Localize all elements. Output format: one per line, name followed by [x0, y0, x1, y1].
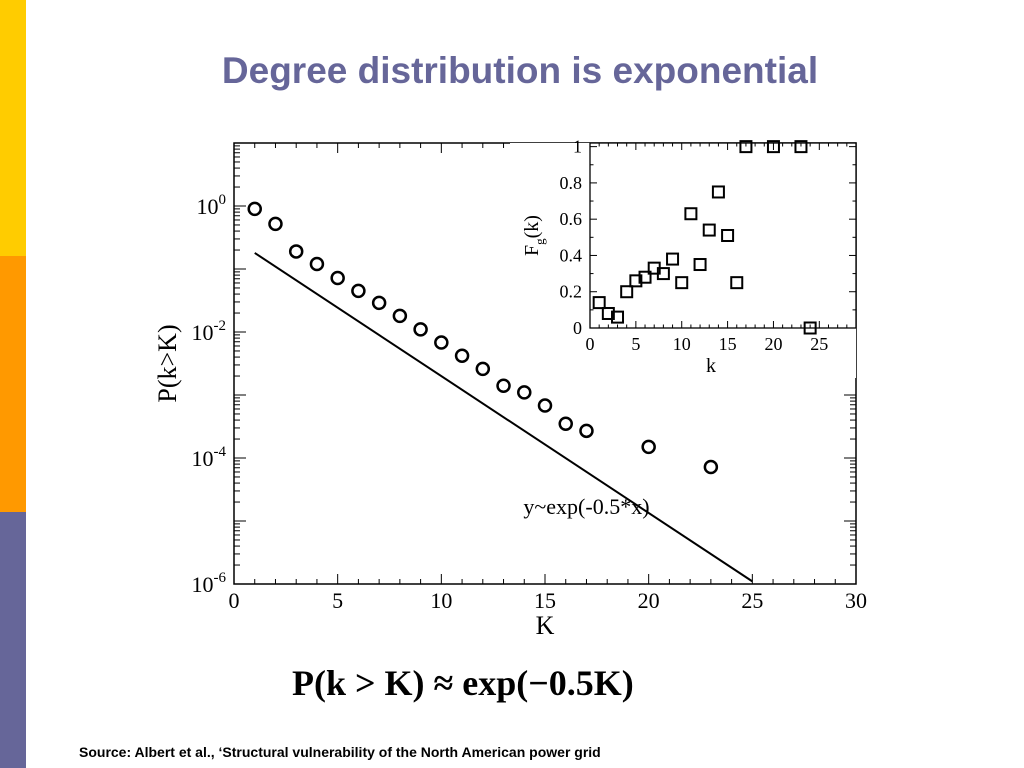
- main-data-point: [475, 361, 491, 377]
- source-citation: Source: Albert et al., ‘Structural vulne…: [79, 744, 601, 760]
- inset-data-point: [611, 310, 625, 324]
- inset-x-tick-label: 0: [586, 334, 595, 354]
- inset-data-point: [739, 140, 753, 154]
- accent-bar-yellow: [0, 0, 26, 256]
- main-y-tick-label: 100: [197, 192, 227, 219]
- inset-data-point: [656, 267, 670, 281]
- main-data-point: [537, 398, 553, 413]
- main-data-point: [330, 270, 345, 286]
- inset-x-tick-label: 20: [764, 334, 782, 354]
- main-data-point: [641, 439, 656, 455]
- inset-data-point: [730, 276, 744, 290]
- main-data-point: [434, 335, 449, 350]
- inset-data-point: [721, 229, 735, 242]
- main-data-point: [392, 308, 408, 324]
- main-fit-line: [254, 252, 753, 583]
- inset-y-tick-label: 0.6: [560, 209, 583, 229]
- main-data-point: [517, 385, 532, 400]
- inset-chart: 0 5 10 15 20 25 0 0.2 0.4 0.6 0.8 1 k Fg(k): [510, 137, 857, 378]
- main-data-point: [454, 348, 470, 363]
- formula: P(k > K) ≈ exp(−0.5K): [292, 663, 634, 703]
- main-data-point: [247, 201, 262, 217]
- main-x-tick-label: 5: [332, 588, 343, 613]
- slide-title: Degree distribution is exponential: [221, 50, 819, 91]
- inset-data-point: [592, 296, 606, 310]
- degree-distribution-figure: 0 5 10 15 20 25 3010010-210-410-6KP(k>K)y~exp(…: [153, 137, 867, 640]
- inset-data-point: [794, 140, 808, 154]
- main-x-tick-label: 10: [430, 588, 452, 613]
- inset-background: [510, 143, 856, 378]
- inset-data-point: [601, 306, 615, 320]
- inset-x-tick-label: 5: [631, 334, 640, 354]
- accent-bar-orange: [0, 256, 26, 512]
- main-data-point: [579, 423, 594, 439]
- inset-data-point: [711, 185, 725, 199]
- inset-x-tick-label: 10: [673, 334, 691, 354]
- main-y-axis-title: P(k>K): [153, 324, 182, 402]
- inset-data-point: [702, 223, 716, 237]
- inset-data-point: [693, 258, 707, 272]
- inset-y-tick-label: 1: [573, 137, 582, 157]
- inset-y-tick-label: 0.4: [560, 245, 583, 265]
- inset-x-axis-title: k: [706, 355, 716, 377]
- main-x-tick-label: 30: [845, 588, 867, 613]
- inset-data-point: [803, 321, 817, 335]
- inset-data-point: [620, 285, 634, 299]
- main-data-point: [558, 416, 573, 431]
- inset-data-point: [766, 140, 780, 154]
- inset-y-tick-label: 0.8: [560, 173, 583, 193]
- inset-y-axis-title: Fg(k): [521, 215, 547, 256]
- main-y-tick-label: 10-2: [192, 318, 227, 345]
- main-data-point: [309, 256, 325, 272]
- main-y-tick-label: 10-4: [192, 444, 227, 471]
- inset-data-point: [684, 207, 698, 221]
- inset-data-point: [666, 252, 680, 266]
- main-annotation: y~exp(-0.5*x): [523, 494, 649, 519]
- main-data-point: [496, 378, 511, 394]
- main-x-tick-label: 25: [741, 588, 763, 613]
- inset-y-tick-label: 0: [573, 318, 582, 338]
- main-x-tick-label: 15: [534, 588, 556, 613]
- main-y-tick-label: 10-6: [192, 570, 227, 597]
- inset-data-point: [629, 274, 643, 288]
- main-x-axis-title: K: [536, 611, 555, 640]
- main-data-point: [351, 283, 366, 299]
- inset-data-point: [638, 270, 652, 284]
- inset-plot-frame: [589, 142, 857, 329]
- main-x-tick-label: 0: [229, 588, 240, 613]
- main-data-point: [413, 322, 428, 337]
- inset-data-point: [675, 276, 689, 290]
- inset-y-tick-label: 0.2: [560, 282, 583, 302]
- inset-x-tick-label: 15: [719, 334, 737, 354]
- inset-x-tick-label: 25: [810, 334, 828, 354]
- main-data-point: [703, 459, 719, 475]
- accent-bar-purple: [0, 512, 26, 768]
- main-data-point: [371, 295, 387, 311]
- main-data-point: [288, 244, 304, 259]
- main-x-tick-label: 20: [638, 588, 660, 613]
- main-data-point: [268, 216, 283, 232]
